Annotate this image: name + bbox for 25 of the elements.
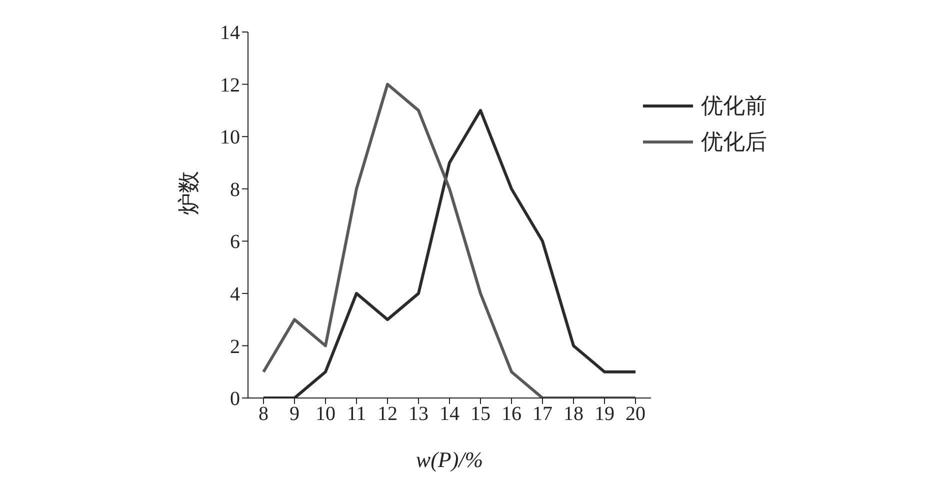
y-tick-label: 8: [230, 178, 240, 201]
x-tick-label: 9: [290, 403, 300, 426]
y-tick-label: 12: [220, 74, 240, 96]
y-axis-title: 炉数: [176, 171, 201, 215]
x-axis-title: w(P)/%: [416, 447, 484, 472]
x-tick-label: 12: [378, 403, 398, 426]
y-tick-label: 10: [220, 126, 240, 149]
x-tick-label: 13: [408, 403, 428, 426]
y-tick-label: 0: [230, 388, 240, 410]
x-tick-label: 10: [316, 403, 336, 426]
y-tick-label: 4: [230, 284, 240, 306]
legend-label: 优化后: [701, 128, 767, 156]
y-tick-label: 14: [220, 22, 240, 44]
y-tick-label: 6: [230, 231, 240, 254]
x-tick-label: 16: [502, 403, 522, 426]
legend-label: 优化前: [701, 92, 767, 120]
x-tick-label: 8: [258, 403, 268, 426]
x-tick-label: 15: [470, 403, 490, 426]
x-tick-label: 11: [346, 403, 366, 426]
x-tick-label: 14: [440, 403, 460, 426]
x-tick-label: 19: [594, 403, 614, 426]
x-tick-label: 17: [532, 403, 552, 426]
x-tick-label: 18: [564, 403, 584, 426]
x-tick-label: 20: [626, 403, 646, 426]
y-tick-label: 2: [230, 336, 240, 358]
